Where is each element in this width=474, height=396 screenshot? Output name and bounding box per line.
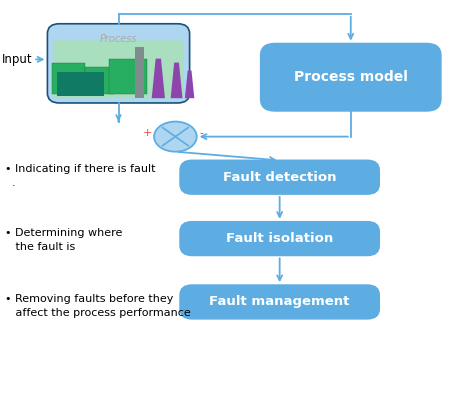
Text: -: - (199, 128, 203, 138)
Text: Process model: Process model (294, 70, 408, 84)
Polygon shape (185, 70, 194, 98)
Polygon shape (171, 63, 182, 98)
FancyBboxPatch shape (180, 285, 379, 319)
FancyBboxPatch shape (53, 40, 184, 98)
Text: +: + (142, 128, 152, 138)
Text: Fault isolation: Fault isolation (226, 232, 333, 245)
Text: Process: Process (100, 34, 137, 44)
FancyBboxPatch shape (52, 63, 85, 94)
FancyBboxPatch shape (57, 72, 104, 96)
Ellipse shape (154, 122, 197, 152)
Text: Fault detection: Fault detection (223, 171, 337, 184)
FancyBboxPatch shape (85, 67, 114, 94)
Text: Fault management: Fault management (210, 295, 350, 308)
Text: Input: Input (2, 53, 33, 66)
FancyBboxPatch shape (180, 160, 379, 194)
FancyBboxPatch shape (47, 24, 190, 103)
Text: • Removing faults before they
   affect the process performance: • Removing faults before they affect the… (5, 294, 191, 318)
FancyBboxPatch shape (135, 47, 144, 98)
FancyBboxPatch shape (261, 44, 441, 111)
Text: • Determining where
   the fault is: • Determining where the fault is (5, 228, 122, 251)
FancyBboxPatch shape (109, 59, 147, 94)
Text: • Indicating if there is fault
  .: • Indicating if there is fault . (5, 164, 155, 188)
FancyBboxPatch shape (180, 222, 379, 255)
Polygon shape (152, 59, 165, 98)
